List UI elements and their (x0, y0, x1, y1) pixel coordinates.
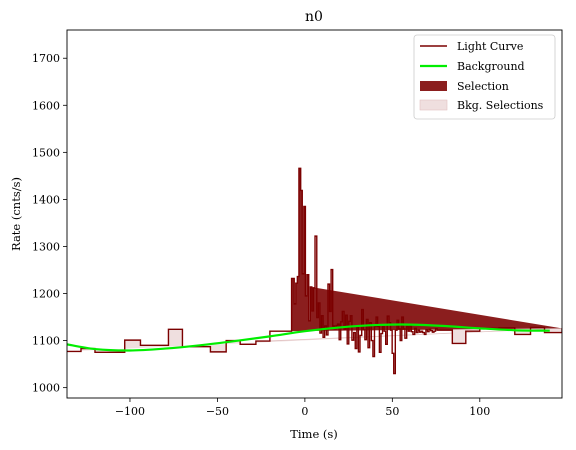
legend: Light Curve Background Selection Bkg. Se… (413, 34, 556, 120)
x-tick-label: −100 (115, 405, 145, 418)
light-curve-line (67, 167, 562, 375)
x-tick-label: 50 (385, 405, 399, 418)
x-axis-label: Time (s) (290, 427, 338, 441)
y-tick-label: 1400 (32, 193, 60, 206)
legend-label-light-curve: Light Curve (457, 40, 523, 53)
y-tick-label: 1000 (32, 382, 60, 395)
background-fit-line (67, 323, 550, 352)
y-tick-label: 1500 (32, 146, 60, 159)
axis-ticks: −100 −50 0 50 100 1000 1100 1200 1300 1400 1500 160… (32, 52, 490, 418)
legend-swatch-selection (420, 81, 447, 91)
y-tick-label: 1200 (32, 288, 60, 301)
x-tick-label: 100 (469, 405, 490, 418)
axes-frame (66, 29, 563, 399)
y-tick-label: 1300 (32, 240, 60, 253)
legend-swatch-bkg-selections (419, 99, 448, 111)
y-axis-label: Rate (cnts/s) (9, 177, 23, 251)
x-tick-label: 0 (301, 405, 308, 418)
x-tick-label: −50 (206, 405, 229, 418)
plot-area (67, 167, 562, 375)
y-tick-label: 1700 (32, 52, 60, 65)
legend-label-background: Background (457, 60, 525, 73)
bkg-selection-region-0 (67, 327, 562, 353)
y-tick-label: 1100 (32, 335, 60, 348)
legend-label-bkg-selections: Bkg. Selections (457, 99, 544, 112)
legend-label-selection: Selection (457, 80, 509, 93)
chart-title: n0 (305, 9, 323, 25)
y-tick-label: 1600 (32, 99, 60, 112)
legend-box (413, 34, 556, 120)
